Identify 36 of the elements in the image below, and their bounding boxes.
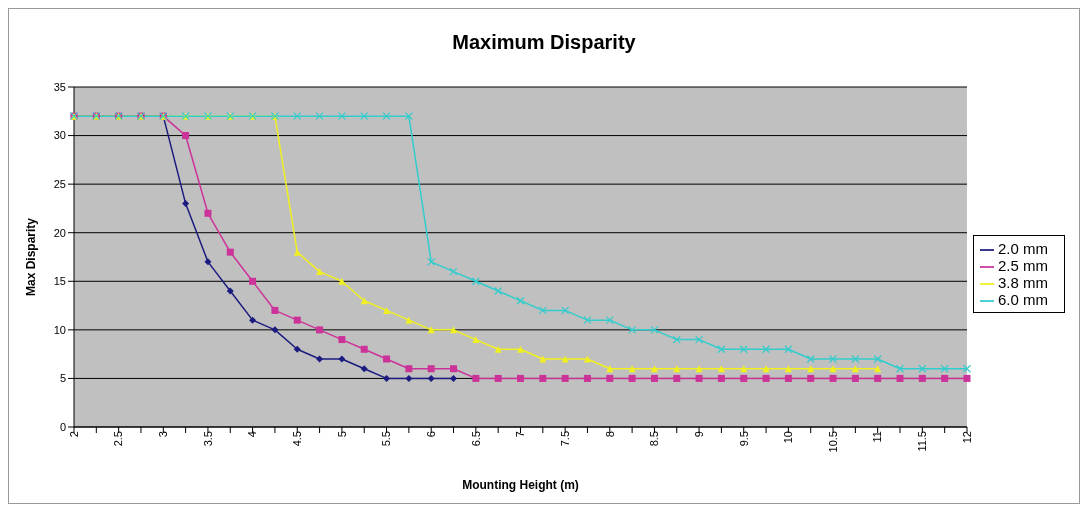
x-tick-label: 7.5 <box>558 431 571 447</box>
legend-label: 2.5 mm <box>997 256 1048 274</box>
x-axis-title: Mounting Height (m) <box>462 478 579 492</box>
x-tick-label: 7 <box>514 431 527 438</box>
y-tick-label: 20 <box>53 226 66 239</box>
x-tick-label: 9.5 <box>737 431 750 447</box>
x-tick-label: 10.5 <box>826 431 839 453</box>
x-tick-label: 6 <box>425 431 437 438</box>
x-tick-label: 8 <box>603 431 616 438</box>
x-tick-label: 3 <box>157 431 170 438</box>
x-tick-label: 11.5 <box>916 431 929 452</box>
x-tick-label: 4 <box>246 431 259 438</box>
y-tick-label: 10 <box>53 323 66 336</box>
x-tick-label: 9 <box>692 431 705 438</box>
chart-title: Maximum Disparity <box>451 30 637 53</box>
x-tick-label: 4.5 <box>291 431 304 447</box>
y-tick-label: 0 <box>59 420 66 433</box>
legend-label: 3.8 mm <box>997 274 1048 291</box>
y-tick-label: 25 <box>53 178 66 191</box>
x-tick-label: 2 <box>67 431 80 438</box>
y-axis-title: Max Disparity <box>24 217 39 297</box>
y-tick-label: 5 <box>59 372 66 385</box>
y-tick-label: 15 <box>53 275 66 288</box>
x-tick-label: 5 <box>335 431 348 438</box>
x-tick-label: 6.5 <box>469 431 482 447</box>
x-tick-label: 11 <box>871 431 884 443</box>
x-tick-label: 3.5 <box>201 431 214 447</box>
y-tick-label: 30 <box>53 129 66 142</box>
x-tick-label: 2.5 <box>112 431 125 447</box>
x-tick-label: 5.5 <box>380 431 393 447</box>
y-tick-label: 35 <box>53 80 66 93</box>
x-tick-label: 10 <box>782 431 795 444</box>
legend-label: 2.0 mm <box>997 239 1048 257</box>
legend-label: 6.0 mm <box>997 291 1048 309</box>
x-tick-label: 12 <box>960 431 973 444</box>
x-tick-label: 8.5 <box>648 431 661 447</box>
